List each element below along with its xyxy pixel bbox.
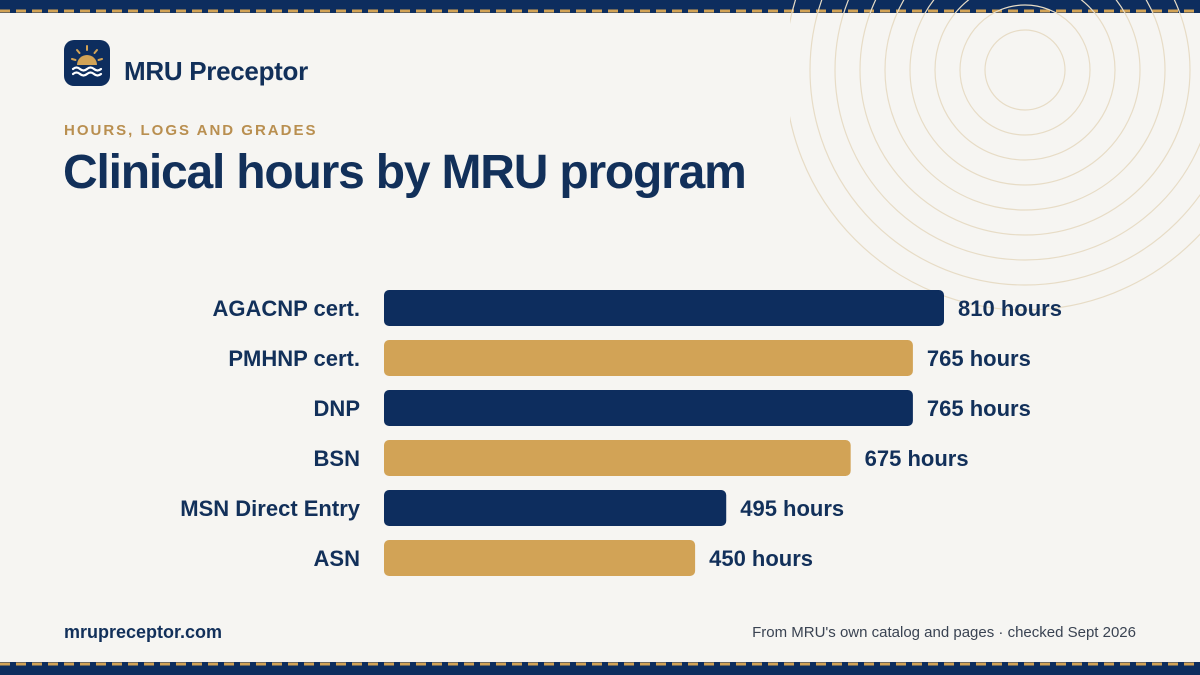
brand-name: MRU Preceptor bbox=[124, 56, 308, 86]
value-label: 675 hours bbox=[865, 446, 969, 471]
category-label: MSN Direct Entry bbox=[180, 496, 360, 521]
brand-logo bbox=[64, 40, 110, 86]
value-label: 765 hours bbox=[927, 346, 1031, 371]
category-label: BSN bbox=[314, 446, 360, 471]
footer-url[interactable]: mrupreceptor.com bbox=[64, 622, 223, 642]
bar bbox=[384, 340, 913, 376]
eyebrow-label: HOURS, LOGS AND GRADES bbox=[64, 122, 318, 139]
bar bbox=[384, 390, 913, 426]
value-label: 810 hours bbox=[958, 296, 1062, 321]
bar bbox=[384, 290, 944, 326]
bar bbox=[384, 490, 727, 526]
footer-source-note: From MRU's own catalog and pages · check… bbox=[752, 624, 1136, 641]
value-label: 450 hours bbox=[709, 546, 813, 571]
category-label: ASN bbox=[314, 546, 360, 571]
value-label: 495 hours bbox=[740, 496, 844, 521]
bottom-border-stripe bbox=[0, 662, 1200, 675]
value-label: 765 hours bbox=[927, 396, 1031, 421]
bar bbox=[384, 440, 851, 476]
bar bbox=[384, 540, 696, 576]
sun-over-waves-icon bbox=[71, 45, 103, 77]
page-title: Clinical hours by MRU program bbox=[63, 146, 747, 199]
top-border-stripe bbox=[0, 0, 1200, 13]
category-label: AGACNP cert. bbox=[212, 296, 360, 321]
decorative-rings bbox=[790, 0, 1200, 311]
category-label: DNP bbox=[314, 396, 360, 421]
category-label: PMHNP cert. bbox=[228, 346, 360, 371]
